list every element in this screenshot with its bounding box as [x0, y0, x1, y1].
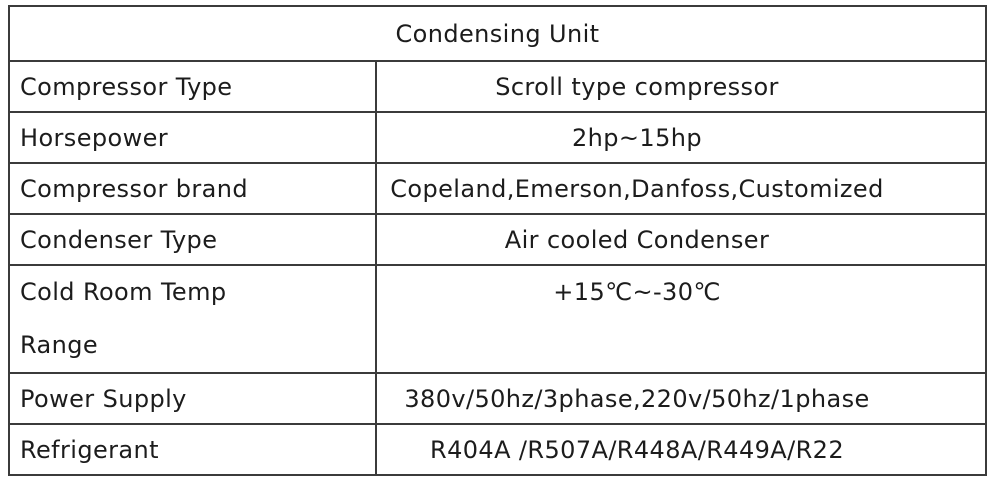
table-row: Compressor Type Scroll type compressor [8, 60, 987, 113]
spec-label: Compressor brand [8, 162, 377, 215]
table-row: Compressor brand Copeland,Emerson,Danfoss… [8, 162, 987, 215]
spec-value: Copeland,Emerson,Danfoss,Customized [375, 162, 987, 215]
spec-label: Cold Room Temp Range [8, 264, 377, 374]
spec-label: Condenser Type [8, 213, 377, 266]
table-row: Cold Room Temp Range +15℃~-30℃ [8, 264, 987, 374]
spec-value: 2hp~15hp [375, 111, 987, 164]
table-row: Condenser Type Air cooled Condenser [8, 213, 987, 266]
spec-label: Refrigerant [8, 423, 377, 476]
spec-table: Condensing Unit Compressor Type Scroll ty… [8, 5, 987, 476]
table-header-row: Condensing Unit [8, 5, 987, 62]
spec-table-body: Compressor Type Scroll type compressor Hor… [8, 60, 987, 476]
spec-value: Scroll type compressor [375, 60, 987, 113]
spec-label: Horsepower [8, 111, 377, 164]
spec-value: Air cooled Condenser [375, 213, 987, 266]
table-row: Refrigerant R404A /R507A/R448A/R449A/R22 [8, 423, 987, 476]
table-title: Condensing Unit [8, 5, 987, 62]
table-row: Horsepower 2hp~15hp [8, 111, 987, 164]
spec-label: Power Supply [8, 372, 377, 425]
spec-value: +15℃~-30℃ [375, 264, 987, 374]
spec-value: 380v/50hz/3phase,220v/50hz/1phase [375, 372, 987, 425]
table-row: Power Supply 380v/50hz/3phase,220v/50hz/1… [8, 372, 987, 425]
spec-value: R404A /R507A/R448A/R449A/R22 [375, 423, 987, 476]
spec-label: Compressor Type [8, 60, 377, 113]
